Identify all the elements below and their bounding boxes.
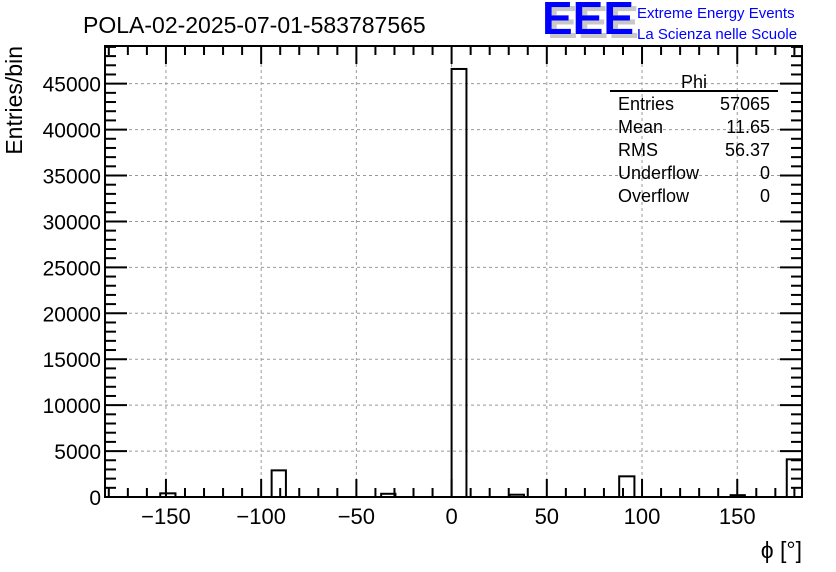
x-tick-labels: −150 −100 −50 0 50 100 150 [141, 504, 755, 529]
y-tick-label: 5000 [54, 441, 101, 464]
x-tick-label: −150 [141, 504, 191, 529]
stats-box: Phi Entries 57065 Mean 11.65 RMS 56.37 Underfl… [610, 72, 778, 206]
x-axis-title: ϕ [°] [761, 537, 802, 563]
logo-line2: La Scienza nelle Scuole [637, 26, 797, 43]
stats-label: RMS [618, 140, 658, 160]
y-axis-title: Entries/bin [1, 46, 27, 155]
y-tick-label: 10000 [43, 395, 101, 418]
x-tick-label: 0 [445, 504, 457, 529]
stats-value: 57065 [720, 94, 770, 114]
y-tick-label: 15000 [43, 349, 101, 372]
histogram-bars [159, 67, 803, 499]
x-tick-label: −50 [338, 504, 375, 529]
stats-value: 0 [760, 186, 770, 206]
y-tick-label: 30000 [43, 211, 101, 234]
stats-title: Phi [681, 72, 707, 92]
eee-logo: EEE Extreme Energy Events La Scienza nel… [542, 0, 797, 44]
y-tick-label: 35000 [43, 166, 101, 189]
plot-frame [104, 45, 803, 498]
stats-value: 11.65 [726, 117, 770, 137]
histogram-bar [450, 67, 468, 498]
x-tick-label: −100 [236, 504, 286, 529]
stats-value: 0 [760, 163, 770, 183]
stats-label: Mean [618, 117, 663, 137]
x-tick-label: 150 [719, 504, 756, 529]
grid-lines [105, 46, 802, 497]
logo-line1: Extreme Energy Events [637, 5, 795, 22]
y-tick-label: 20000 [43, 303, 101, 326]
stats-label: Overflow [618, 186, 690, 206]
histogram-bar [270, 469, 287, 498]
y-tick-labels: 0 5000 10000 15000 20000 25000 30000 35000 40000… [43, 74, 101, 510]
stats-label: Underflow [618, 163, 700, 183]
histogram-bar [618, 475, 636, 499]
stats-label: Entries [618, 94, 674, 114]
logo-mark: EEE [542, 0, 634, 44]
y-tick-label: 25000 [43, 257, 101, 280]
x-tick-label: 50 [535, 504, 559, 529]
y-tick-label: 40000 [43, 120, 101, 143]
chart-title: POLA-02-2025-07-01-583787565 [83, 12, 426, 38]
y-tick-label: 45000 [43, 74, 101, 97]
axes [104, 45, 803, 498]
stats-value: 56.37 [725, 140, 770, 160]
y-tick-label: 0 [89, 487, 101, 510]
x-tick-label: 100 [624, 504, 661, 529]
